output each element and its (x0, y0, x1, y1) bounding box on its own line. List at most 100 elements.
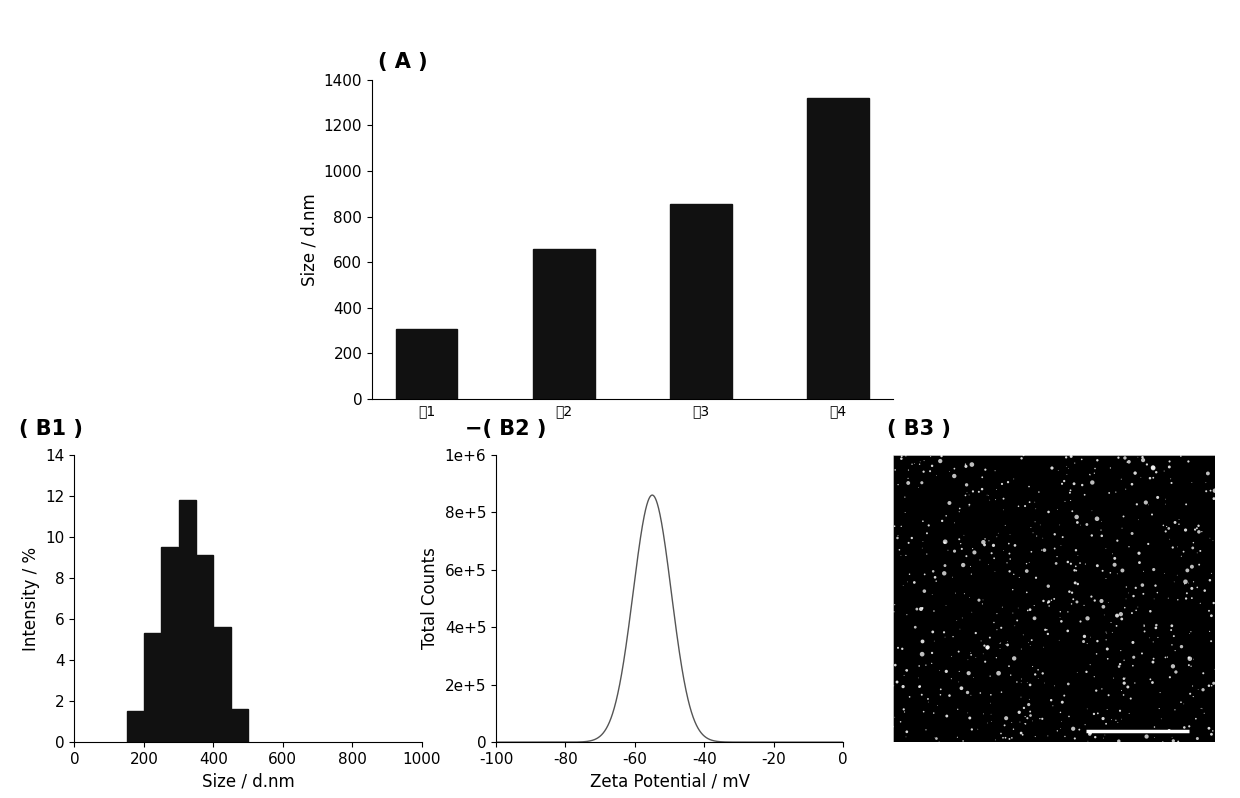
Point (983, 539, 1003, 551)
Point (889, 543, 909, 556)
Point (1056, 468, 1076, 480)
Point (1182, 660, 1202, 673)
Point (897, 549, 916, 562)
Point (1019, 693, 1039, 705)
Point (1116, 672, 1136, 685)
Point (914, 454, 934, 467)
Point (1024, 612, 1044, 625)
Point (1112, 613, 1132, 626)
Point (1060, 494, 1080, 507)
Point (1001, 528, 1021, 541)
Point (1146, 466, 1166, 479)
Point (1021, 705, 1040, 718)
Point (963, 671, 983, 684)
Point (1172, 640, 1192, 653)
Point (951, 537, 971, 550)
Point (988, 667, 1008, 680)
Point (1004, 568, 1024, 581)
Point (961, 646, 981, 659)
Point (899, 464, 919, 476)
Point (1123, 651, 1143, 664)
Point (1076, 518, 1096, 531)
Point (1114, 689, 1133, 701)
Point (1133, 454, 1153, 467)
Point (888, 478, 908, 491)
Point (1014, 701, 1034, 714)
Point (1154, 464, 1174, 477)
Point (913, 648, 932, 661)
Point (1028, 663, 1048, 676)
Point (971, 686, 991, 699)
Point (905, 621, 925, 634)
Point (949, 676, 968, 689)
Point (1171, 696, 1190, 709)
Point (895, 664, 915, 677)
Point (1162, 619, 1182, 632)
Point (1006, 539, 1025, 551)
Point (1012, 677, 1032, 689)
Point (1022, 545, 1042, 558)
Point (1188, 581, 1208, 594)
Point (1178, 455, 1198, 468)
Point (976, 464, 996, 476)
Point (1011, 691, 1030, 704)
Point (1058, 625, 1078, 638)
Point (1171, 449, 1190, 462)
Point (918, 693, 937, 705)
Point (1019, 496, 1039, 508)
Text: ( B3 ): ( B3 ) (887, 419, 951, 439)
Point (962, 542, 982, 555)
Point (968, 485, 988, 498)
Point (935, 630, 955, 643)
Point (1159, 671, 1179, 684)
Point (993, 732, 1013, 745)
Point (1025, 503, 1045, 516)
Point (1197, 485, 1216, 498)
Point (1061, 450, 1081, 463)
Point (1154, 567, 1174, 579)
Bar (807, 98, 869, 399)
Point (925, 732, 945, 745)
Point (1044, 592, 1064, 605)
Point (1111, 644, 1131, 657)
Point (981, 708, 1001, 721)
Point (991, 622, 1011, 634)
Point (923, 646, 942, 659)
Point (901, 531, 921, 544)
Point (1081, 591, 1101, 603)
Point (1135, 625, 1154, 638)
Point (1118, 681, 1138, 693)
Point (1087, 512, 1107, 525)
Point (1053, 696, 1073, 709)
Point (897, 664, 916, 677)
Point (1198, 467, 1218, 480)
Point (1092, 682, 1112, 695)
Point (1058, 555, 1078, 568)
Point (1166, 703, 1185, 716)
Point (1110, 705, 1130, 717)
Point (919, 696, 939, 709)
Point (1087, 454, 1107, 467)
Point (962, 606, 982, 618)
Point (1195, 584, 1215, 597)
Point (892, 452, 911, 465)
Point (1070, 615, 1090, 628)
Point (1178, 577, 1198, 590)
Point (1161, 624, 1180, 637)
Point (1168, 540, 1188, 553)
Point (1116, 592, 1136, 605)
Point (1202, 728, 1221, 741)
Point (952, 543, 972, 555)
Point (947, 703, 967, 716)
Point (1013, 449, 1033, 462)
Point (895, 506, 915, 519)
Point (951, 681, 971, 694)
Point (975, 532, 994, 545)
Point (1184, 575, 1204, 588)
Point (973, 535, 993, 548)
Point (935, 536, 955, 549)
Point (963, 485, 983, 498)
Point (935, 559, 955, 572)
Point (1118, 540, 1138, 553)
Point (1174, 578, 1194, 591)
